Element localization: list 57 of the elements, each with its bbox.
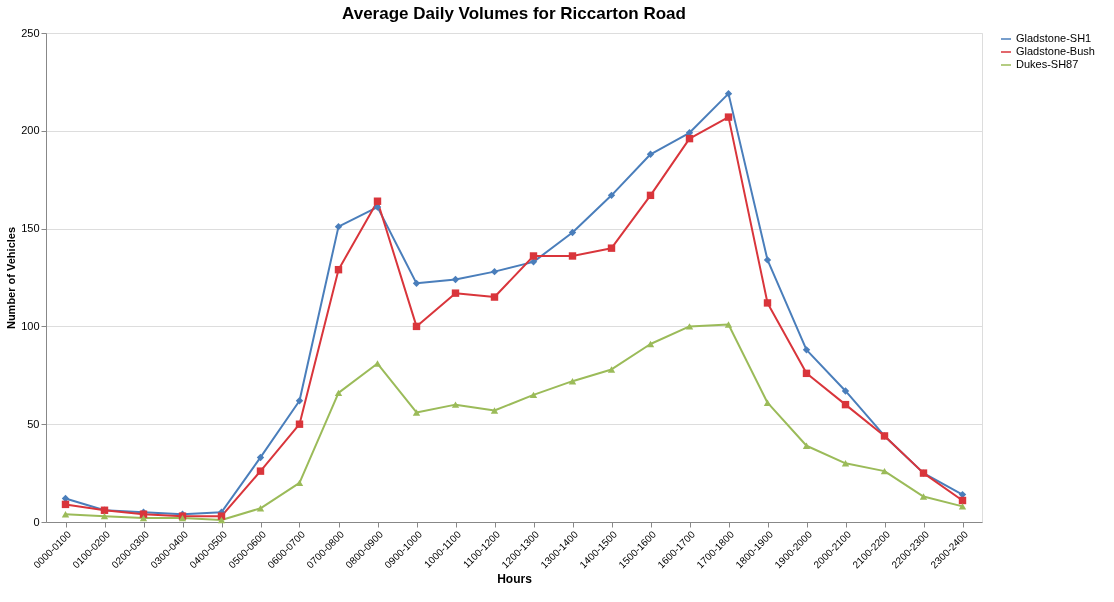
point xyxy=(490,267,499,276)
point xyxy=(607,191,616,200)
point xyxy=(451,289,460,297)
point xyxy=(841,460,850,467)
point xyxy=(724,321,733,328)
point xyxy=(451,275,460,284)
point xyxy=(139,514,148,522)
point xyxy=(724,89,733,98)
legend-label: Dukes-SH87 xyxy=(1016,58,1079,70)
point xyxy=(295,397,304,405)
point xyxy=(490,293,499,301)
point xyxy=(256,467,265,475)
point xyxy=(646,150,655,158)
point xyxy=(568,228,577,237)
point xyxy=(802,346,811,354)
point xyxy=(919,493,928,500)
point xyxy=(841,387,850,395)
point xyxy=(685,323,694,330)
point xyxy=(100,512,109,520)
point xyxy=(763,256,772,264)
point xyxy=(607,244,616,252)
point xyxy=(373,360,382,367)
point xyxy=(256,505,265,512)
point xyxy=(568,252,577,260)
point xyxy=(607,366,616,373)
legend-label: Gladstone-SH1 xyxy=(1016,32,1092,44)
point xyxy=(529,252,538,260)
point xyxy=(295,479,304,487)
point xyxy=(256,453,265,462)
point xyxy=(568,377,577,385)
point xyxy=(646,340,655,348)
point xyxy=(880,467,889,475)
y-tick-label: 100 xyxy=(21,319,40,332)
y-tick-label: 200 xyxy=(21,124,40,137)
chart-title: Average Daily Volumes for Riccarton Road xyxy=(342,4,686,23)
point xyxy=(763,399,772,406)
point xyxy=(217,516,226,524)
point xyxy=(802,442,811,449)
point xyxy=(763,299,772,307)
y-axis-title: Number of Vehicles xyxy=(5,226,18,330)
point xyxy=(412,409,421,416)
y-tick-label: 250 xyxy=(21,26,40,39)
point xyxy=(490,407,499,414)
y-tick-label: 150 xyxy=(21,222,40,235)
point xyxy=(61,510,70,518)
point xyxy=(412,279,421,288)
point xyxy=(724,113,733,121)
y-tick-label: 0 xyxy=(33,515,40,528)
point xyxy=(529,391,538,399)
point xyxy=(334,389,343,397)
point xyxy=(451,401,460,408)
point xyxy=(295,420,304,428)
point xyxy=(334,222,343,231)
point xyxy=(958,503,967,510)
y-tick-label: 50 xyxy=(27,417,40,430)
legend-label: Gladstone-Bush xyxy=(1016,45,1095,57)
x-axis-title: Hours xyxy=(497,572,533,587)
